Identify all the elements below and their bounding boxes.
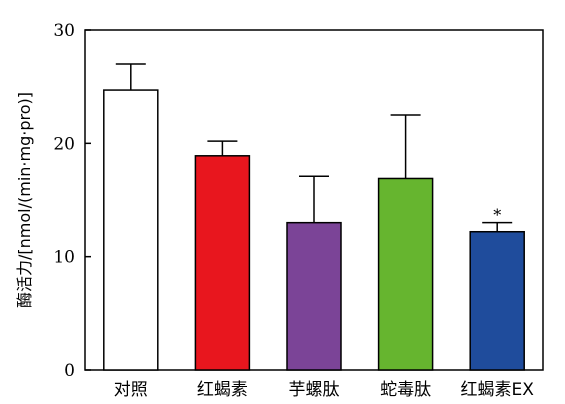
bar-1 <box>194 155 251 371</box>
x-tick-label-2: 芋螺肽 <box>289 380 340 400</box>
x-tick-label-3: 蛇毒肽 <box>380 380 431 400</box>
bar-4 <box>469 230 525 371</box>
y-tick-label-1: 10 <box>53 248 75 268</box>
bar-2 <box>286 221 342 371</box>
bar-0 <box>103 89 159 371</box>
y-tick-label-0: 0 <box>64 361 75 381</box>
x-tick-label-0: 对照 <box>114 380 148 400</box>
x-tick-label-4: 红蝎素EX <box>461 380 535 400</box>
y-tick-label-3: 30 <box>53 21 75 41</box>
bar-3 <box>377 177 434 371</box>
y-axis-label: 酶活力/[nmol/(min·mg·pro)] <box>15 92 34 308</box>
x-tick-label-1: 红蝎素 <box>197 380 248 400</box>
y-tick-label-2: 20 <box>53 134 75 154</box>
significance-mark-4: * <box>493 206 501 225</box>
